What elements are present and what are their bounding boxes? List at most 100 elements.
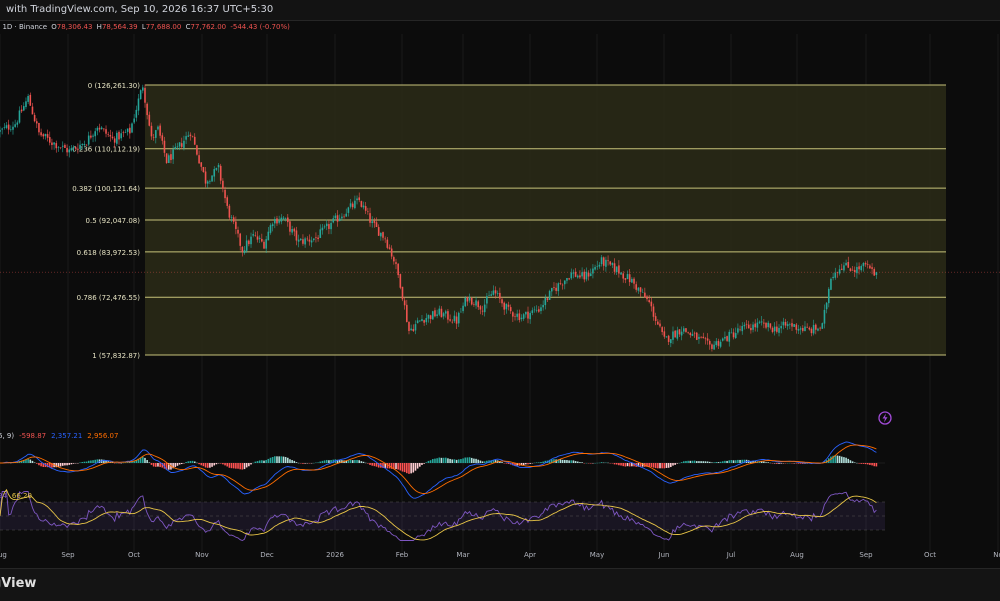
candle: [58, 146, 60, 152]
candle: [38, 123, 40, 136]
macd-histogram-bar: [858, 463, 860, 464]
macd-histogram-bar: [475, 459, 477, 463]
macd-histogram-bar: [447, 458, 449, 463]
macd-histogram-bar: [629, 463, 631, 466]
candle: [142, 85, 144, 94]
macd-histogram-bar: [451, 459, 453, 463]
candle: [14, 120, 16, 128]
macd-histogram-bar: [224, 463, 226, 465]
macd-histogram-bar: [406, 463, 408, 473]
macd-histogram-bar: [209, 463, 211, 468]
macd-histogram-bar: [38, 463, 40, 465]
macd-histogram-bar: [443, 458, 445, 463]
macd-histogram-bar: [715, 462, 717, 463]
candle: [90, 131, 92, 140]
candle: [120, 129, 122, 141]
macd-histogram-bar: [250, 463, 252, 464]
macd-histogram-bar: [538, 462, 540, 463]
macd-histogram-bar: [395, 463, 397, 469]
macd-histogram-bar: [618, 463, 620, 465]
fib-level-label: 0.786 (72,476.55): [77, 294, 141, 302]
macd-histogram-bar: [155, 463, 157, 467]
macd-histogram-bar: [81, 462, 83, 463]
macd-histogram-bar: [261, 460, 263, 463]
macd-histogram-bar: [847, 459, 849, 463]
candle: [103, 128, 105, 132]
candle: [17, 120, 19, 127]
macd-histogram-bar: [767, 462, 769, 463]
macd-histogram-bar: [841, 457, 843, 463]
candle: [97, 126, 99, 135]
macd-histogram-bar: [564, 460, 566, 463]
macd-histogram-bar: [627, 463, 629, 466]
macd-histogram-bar: [207, 463, 209, 468]
candle: [99, 124, 101, 133]
footer-bar: gView: [0, 568, 1000, 601]
macd-histogram-bar: [404, 463, 406, 472]
macd-histogram-bar: [839, 456, 841, 463]
macd-histogram-bar: [376, 463, 378, 467]
macd-histogram-bar: [289, 459, 291, 463]
candle: [793, 324, 795, 327]
candle: [19, 106, 21, 123]
macd-histogram-bar: [60, 463, 62, 466]
candle: [123, 131, 125, 137]
macd-histogram-bar: [707, 461, 709, 463]
macd-histogram-bar: [689, 461, 691, 463]
candle: [549, 290, 551, 300]
macd-histogram-bar: [852, 461, 854, 463]
macd-histogram-bar: [718, 462, 720, 463]
candle: [47, 130, 49, 142]
macd-histogram-bar: [293, 461, 295, 463]
candle: [203, 167, 205, 173]
macd-histogram-bar: [871, 463, 873, 465]
macd-histogram-bar: [179, 463, 181, 465]
macd-histogram-bar: [153, 463, 155, 467]
candle: [55, 141, 57, 153]
candle: [361, 201, 363, 208]
macd-histogram-bar: [575, 461, 577, 463]
macd-histogram-bar: [696, 461, 698, 463]
macd-histogram-bar: [421, 463, 423, 465]
macd-histogram-bar: [408, 463, 410, 474]
candle: [29, 93, 31, 106]
macd-histogram-bar: [482, 461, 484, 463]
candle: [211, 175, 213, 182]
macd-histogram-bar: [540, 462, 542, 463]
macd-histogram-bar: [62, 463, 64, 466]
macd-histogram-bar: [302, 463, 304, 464]
macd-histogram-bar: [763, 462, 765, 463]
macd-histogram-bar: [845, 458, 847, 463]
macd-histogram-bar: [631, 463, 633, 466]
macd-histogram-bar: [268, 459, 270, 463]
macd-histogram-bar: [358, 460, 360, 463]
macd-histogram-bar: [441, 458, 443, 463]
macd-histogram-bar: [181, 463, 183, 464]
lightning-icon[interactable]: [879, 412, 891, 424]
candle: [110, 130, 112, 142]
macd-histogram-bar: [419, 463, 421, 467]
candle: [674, 330, 676, 338]
candle: [23, 102, 25, 111]
macd-histogram-bar: [415, 463, 417, 471]
fib-level-label: 0.5 (92,047.08): [86, 217, 141, 225]
time-axis-label: Sep: [61, 551, 75, 559]
macd-histogram-bar: [722, 461, 724, 463]
macd-histogram-bar: [423, 463, 425, 464]
macd-histogram-bar: [129, 462, 131, 463]
macd-histogram-bar: [90, 460, 92, 463]
macd-histogram-bar: [713, 462, 715, 463]
macd-histogram-bar: [614, 463, 616, 464]
candle: [6, 122, 8, 129]
macd-histogram-bar: [622, 463, 624, 466]
candle: [68, 146, 70, 158]
macd-histogram-bar: [702, 461, 704, 463]
macd-histogram-bar: [222, 463, 224, 464]
candle: [45, 134, 47, 140]
candle: [12, 122, 14, 135]
macd-histogram-bar: [400, 463, 402, 471]
macd-histogram-bar: [36, 463, 38, 464]
macd-histogram-bar: [255, 462, 257, 463]
